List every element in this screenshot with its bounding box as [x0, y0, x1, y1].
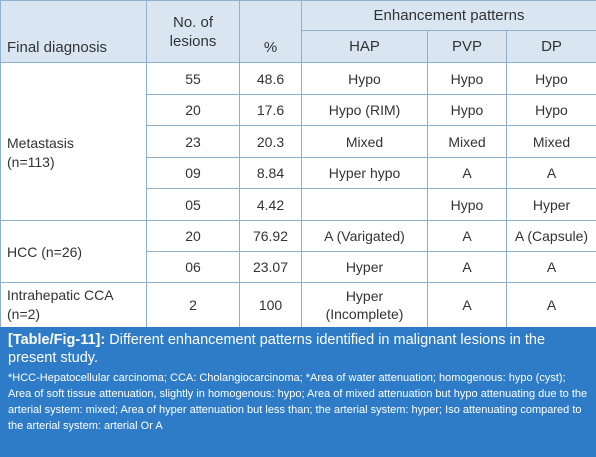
cell-dp: Hyper	[505, 188, 596, 221]
cell-percent: 17.6	[239, 94, 302, 126]
group-metastasis-line2: (n=113)	[7, 153, 55, 170]
cell-dp: Hypo	[505, 62, 596, 95]
cell-percent: 76.92	[239, 220, 302, 252]
header-dp: DP	[505, 30, 596, 63]
cell-pvp: Hypo	[427, 94, 507, 126]
cell-hap: Hypo	[301, 62, 428, 95]
cell-dp: Hypo	[505, 94, 596, 126]
cell-lesions: 20	[146, 94, 240, 126]
cell-lesions: 09	[146, 157, 240, 189]
cell-dp: A (Capsule)	[505, 220, 596, 252]
group-hcc: HCC (n=26)	[0, 220, 147, 283]
caption-label: [Table/Fig-11]:	[8, 332, 106, 348]
cell-pvp: Mixed	[427, 125, 507, 158]
cell-hap: Hyper (Incomplete)	[301, 282, 428, 328]
table-caption: [Table/Fig-11]: Different enhancement pa…	[0, 327, 596, 457]
group-cca-line2: (n=2)	[7, 306, 41, 322]
header-no-of-lesions-line1: No. of	[172, 13, 214, 31]
cell-hap: Hyper	[301, 251, 428, 283]
group-cca: Intrahepatic CCA (n=2)	[0, 282, 147, 328]
cell-lesions: 2	[146, 282, 240, 328]
cell-percent: 100	[239, 282, 302, 328]
cell-percent: 8.84	[239, 157, 302, 189]
cell-pvp: A	[427, 157, 507, 189]
cell-lesions: 05	[146, 188, 240, 221]
header-row-1: Final diagnosis No. of lesions % Enhance…	[0, 0, 596, 63]
cell-lesions: 23	[146, 125, 240, 158]
cell-pvp: Hypo	[427, 62, 507, 95]
cell-dp: A	[505, 282, 596, 328]
cell-percent: 23.07	[239, 251, 302, 283]
cell-hap-line1: Hyper	[345, 288, 384, 304]
caption-notes: *HCC-Hepatocellular carcinoma; CCA: Chol…	[8, 372, 588, 432]
table-row: Intrahepatic CCA (n=2) 2 100 Hyper (Inco…	[0, 282, 596, 328]
enhancement-table: Final diagnosis No. of lesions % Enhance…	[0, 0, 596, 328]
cell-percent: 48.6	[239, 62, 302, 95]
group-metastasis: Metastasis (n=113)	[0, 62, 147, 221]
table-row: 20 17.6 Hypo (RIM) Hypo Hypo	[1, 94, 596, 126]
cell-hap: Hypo (RIM)	[301, 94, 428, 126]
cell-pvp: A	[427, 282, 507, 328]
cell-hap-line2: (Incomplete)	[325, 306, 404, 322]
cell-pvp: A	[427, 220, 507, 252]
header-final-diagnosis: Final diagnosis	[0, 0, 147, 63]
cell-hap: A (Varigated)	[301, 220, 428, 252]
header-no-of-lesions-line2: lesions	[169, 32, 217, 50]
header-hap: HAP	[301, 30, 428, 63]
group-cca-line1: Intrahepatic CCA	[7, 287, 114, 303]
table-row: HCC (n=26) 20 76.92 A (Varigated) A A (C…	[0, 220, 596, 283]
cell-percent: 20.3	[239, 125, 302, 158]
cell-hap: Mixed	[301, 125, 428, 158]
cell-dp: Mixed	[505, 125, 596, 158]
header-pvp: PVP	[427, 30, 507, 63]
cell-pvp: Hypo	[427, 188, 507, 221]
cell-dp: A	[505, 157, 596, 189]
cell-lesions: 06	[146, 251, 240, 283]
caption-text: Different enhancement patterns identifie…	[8, 332, 546, 366]
caption-title: [Table/Fig-11]: Different enhancement pa…	[8, 331, 588, 367]
header-percent: %	[239, 0, 302, 63]
group-metastasis-line1: Metastasis	[7, 134, 74, 151]
cell-percent: 4.42	[239, 188, 302, 221]
table-row: 23 20.3 Mixed Mixed Mixed	[1, 125, 596, 158]
cell-lesions: 20	[146, 220, 240, 252]
table-row: 09 8.84 Hyper hypo A A	[1, 157, 596, 189]
header-enhancement-patterns: Enhancement patterns	[300, 0, 596, 31]
header-no-of-lesions: No. of lesions	[146, 0, 240, 63]
cell-dp: A	[505, 251, 596, 283]
table-row: Metastasis (n=113) 55 48.6 Hypo Hypo Hyp…	[0, 62, 596, 221]
cell-hap	[301, 188, 428, 221]
cell-pvp: A	[427, 251, 507, 283]
cell-lesions: 55	[146, 62, 240, 95]
cell-hap: Hyper hypo	[301, 157, 428, 189]
